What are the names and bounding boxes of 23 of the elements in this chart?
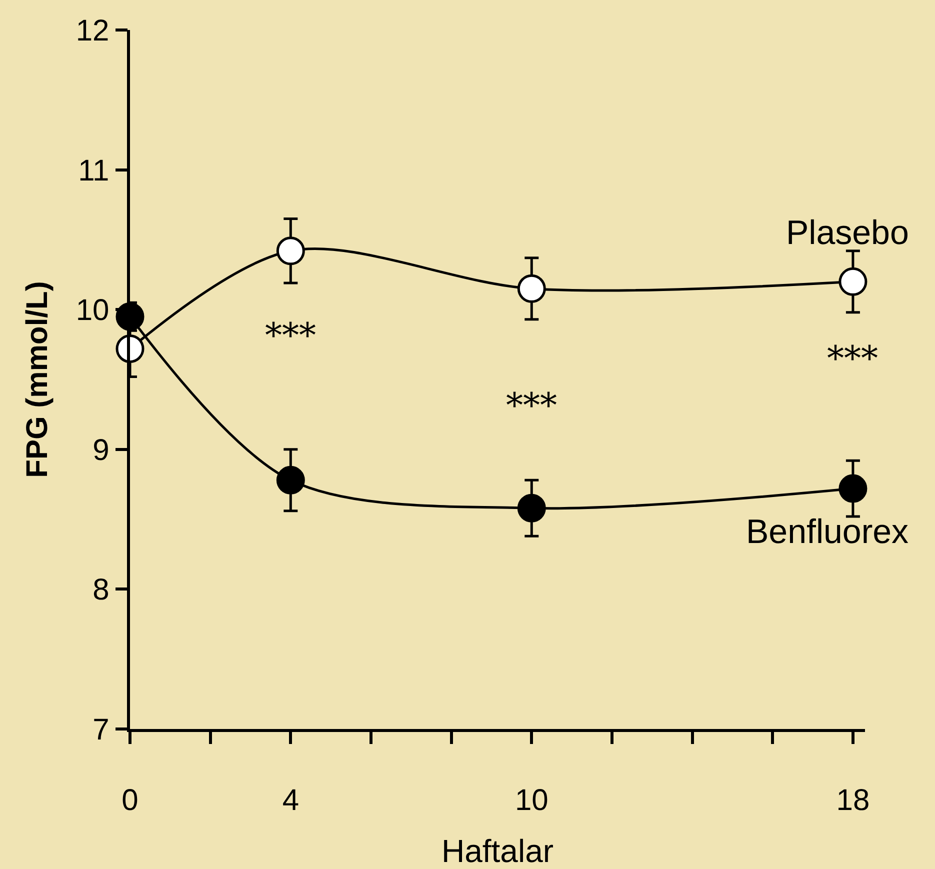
y-axis-title: FPG (mmol/L)	[20, 281, 54, 478]
annotation: ***	[506, 386, 557, 426]
y-tick-label: 8	[92, 574, 110, 607]
y-tick-label: 9	[92, 434, 110, 467]
point	[276, 466, 305, 494]
point	[838, 474, 868, 503]
x-tick-label: 4	[282, 784, 300, 817]
y-tick-label: 7	[92, 714, 110, 746]
point	[517, 494, 546, 522]
annotation: ***	[827, 339, 878, 379]
point	[838, 267, 868, 296]
annotation: ***	[265, 316, 316, 356]
series-label: Benfluorex	[746, 513, 909, 551]
point	[276, 236, 305, 266]
x-tick-label: 10	[514, 784, 548, 817]
x-tick-label: 18	[836, 784, 870, 817]
y-tick-label: 12	[76, 14, 110, 48]
x-axis-title: Haftalar	[441, 833, 554, 869]
y-tick-label: 11	[78, 154, 110, 188]
point	[517, 274, 546, 303]
series-label: Plasebo	[786, 214, 909, 252]
y-tick-label: 10	[76, 294, 110, 328]
x-tick-label: 0	[122, 784, 138, 817]
